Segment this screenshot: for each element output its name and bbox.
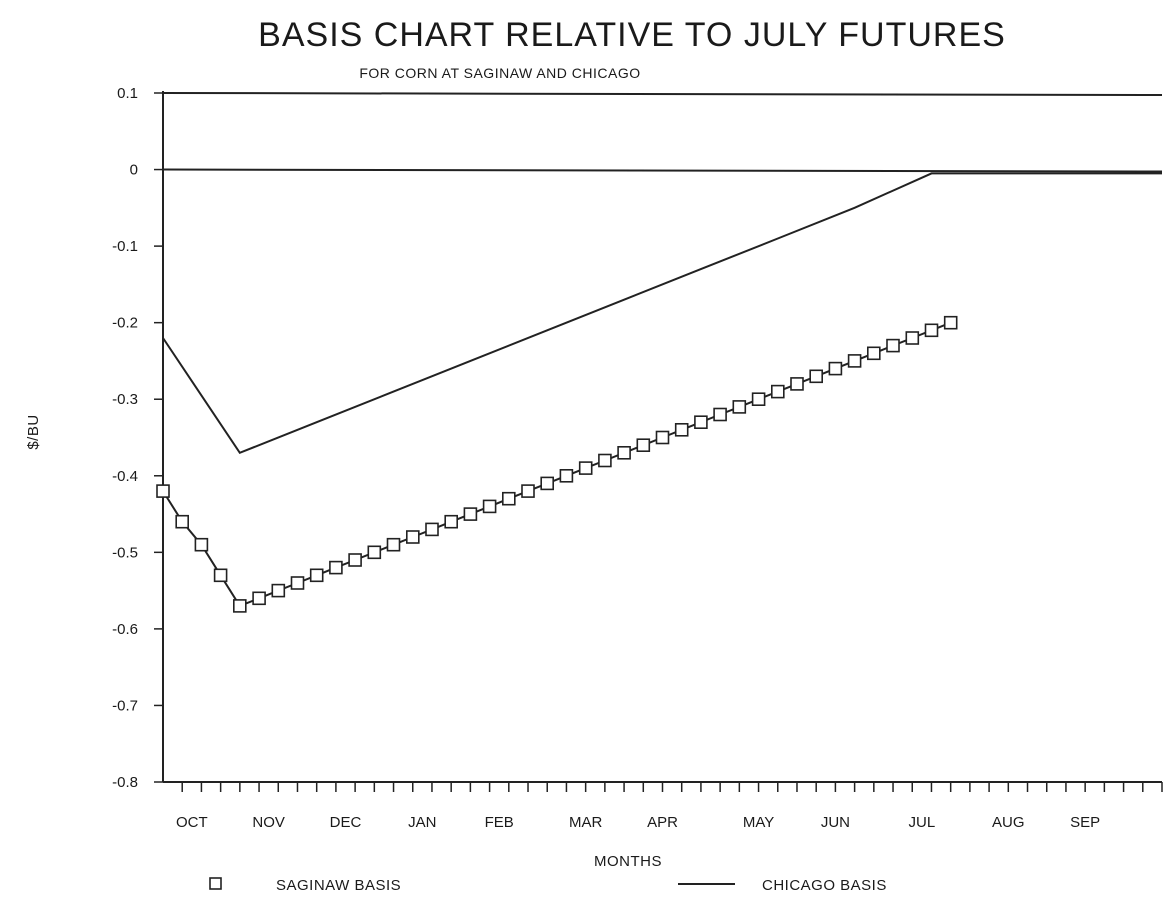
series-0-point-11 [367,545,382,560]
series-0-point-27 [674,422,689,437]
series-0-point-31 [751,392,766,407]
y-tick-label-6: -0.5 [112,544,138,561]
series-0-point-28 [694,415,708,430]
x-tick-label-apr: APR [647,814,678,831]
series-0-point-25 [636,438,651,453]
series-0-point-30 [732,400,747,414]
series-0-point-20 [540,476,555,491]
series-0-point-3 [213,568,228,583]
x-tick-label-sep: SEP [1070,814,1100,831]
chart-title: BASIS CHART RELATIVE TO JULY FUTURES [258,16,1006,54]
x-tick-label-dec: DEC [330,814,362,831]
series-line-1 [162,172,1162,455]
y-tick-label-4: -0.3 [112,391,138,408]
series-0-point-37 [866,346,881,361]
series-layer [156,172,1162,613]
series-0-point-14 [425,522,439,537]
legend-label-chicago: CHICAGO BASIS [762,877,887,894]
series-0-point-0 [156,484,170,498]
x-axis-tick-labels: OCT NOV DEC JAN FEB MAR APR MAY JUN JUL AUG SEP [176,814,1100,831]
series-0-point-39 [905,331,920,345]
y-tick-label-9: -0.8 [112,774,138,791]
axes [162,91,1162,783]
series-0-point-5 [252,591,266,606]
series-0-point-13 [405,530,420,544]
series-0-point-8 [309,568,324,583]
x-tick-label-aug: AUG [992,814,1025,831]
series-0-point-1 [175,514,189,529]
y-tick-label-5: -0.4 [112,468,138,485]
series-0-point-41 [943,315,958,330]
y-tick-label-8: -0.7 [112,697,138,714]
series-0-point-18 [501,491,516,506]
reference-line-0 [162,92,1163,96]
x-tick-label-mar: MAR [569,814,603,831]
y-axis-ticks: 0.1 0 -0.1 -0.2 -0.3 -0.4 -0.5 -0.6 -0.7 -0.8 [112,85,163,791]
series-0-point-19 [521,484,535,498]
x-tick-label-jul: JUL [909,814,936,831]
reference-line-1 [162,168,1163,173]
series-0-point-21 [559,468,574,483]
series-0-point-33 [790,377,804,391]
series-0-point-23 [598,453,612,468]
series-0-point-34 [809,369,824,384]
series-0-point-35 [828,361,843,376]
x-axis-ticks [181,782,1163,792]
y-tick-label-1: 0 [130,162,138,179]
series-0-point-26 [655,430,670,445]
y-axis-label: $/BU [25,414,42,449]
x-tick-label-nov: NOV [252,814,285,831]
series-0-point-4 [233,599,247,613]
x-tick-label-oct: OCT [176,814,208,831]
series-0-point-12 [386,537,401,552]
x-axis-label: MONTHS [594,853,662,870]
series-0-point-16 [463,507,478,521]
series-0-point-24 [617,445,631,460]
y-tick-label-7: -0.6 [112,621,138,638]
y-tick-label-3: -0.2 [112,315,138,332]
series-0-point-32 [770,384,785,399]
series-0-point-38 [886,338,900,353]
series-0-point-15 [444,514,459,529]
legend-label-saginaw: SAGINAW BASIS [276,877,401,894]
x-tick-label-feb: FEB [485,814,514,831]
legend-marker-saginaw [209,877,222,890]
x-tick-label-may: MAY [743,814,774,831]
series-0-point-6 [271,583,286,598]
series-0-point-9 [329,560,343,575]
y-tick-label-2: -0.1 [112,238,138,255]
series-0-point-2 [194,537,209,552]
series-0-point-17 [482,499,497,514]
series-0-point-10 [348,553,362,567]
chart-subtitle: FOR CORN AT SAGINAW AND CHICAGO [359,65,640,81]
reference-lines [162,92,1163,173]
y-tick-label-0: 0.1 [117,85,138,102]
series-0-point-40 [924,323,939,338]
series-0-point-29 [713,407,727,422]
series-0-point-7 [290,576,305,590]
x-tick-label-jan: JAN [408,814,436,831]
x-tick-label-jun: JUN [821,814,850,831]
series-0-point-36 [847,354,862,368]
series-0-point-22 [578,461,593,475]
legend: SAGINAW BASIS CHICAGO BASIS [209,877,887,894]
